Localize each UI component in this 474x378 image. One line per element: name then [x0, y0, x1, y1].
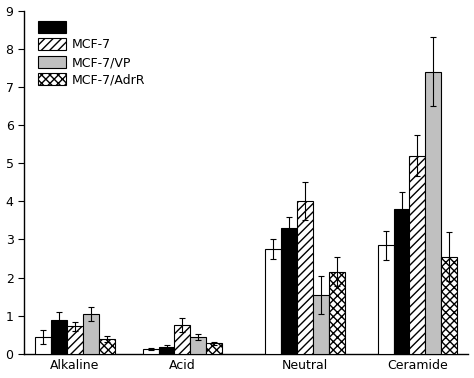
Bar — [206, 343, 222, 354]
Bar — [51, 319, 67, 354]
Bar — [410, 155, 425, 354]
Bar — [83, 314, 99, 354]
Bar — [393, 209, 410, 354]
Bar — [67, 327, 83, 354]
Bar — [36, 337, 51, 354]
Bar — [159, 347, 174, 354]
Bar — [425, 71, 441, 354]
Bar — [441, 257, 457, 354]
Bar — [297, 201, 313, 354]
Bar — [190, 337, 206, 354]
Bar — [328, 272, 345, 354]
Bar — [378, 245, 393, 354]
Legend: , MCF-7, MCF-7/VP, MCF-7/AdrR: , MCF-7, MCF-7/VP, MCF-7/AdrR — [35, 17, 149, 90]
Bar — [143, 349, 159, 354]
Bar — [281, 228, 297, 354]
Bar — [99, 339, 115, 354]
Bar — [313, 295, 328, 354]
Bar — [174, 325, 190, 354]
Bar — [265, 249, 281, 354]
